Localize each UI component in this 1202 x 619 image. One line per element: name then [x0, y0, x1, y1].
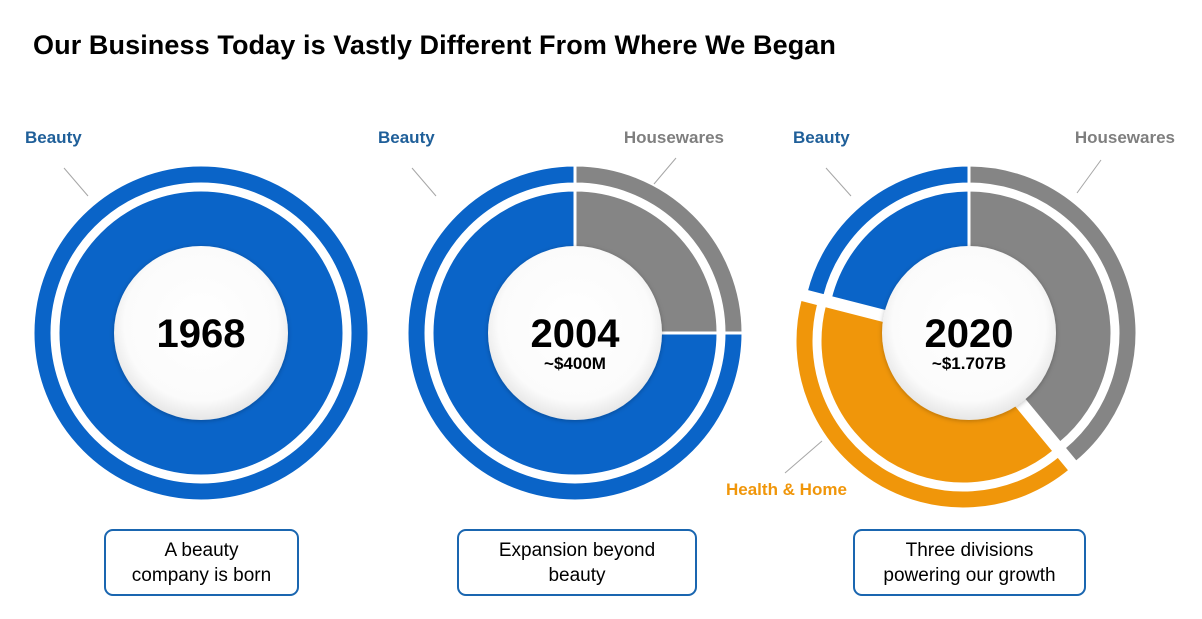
slice-housewares-2004 — [573, 163, 745, 335]
donut-2020: 2020~$1.707B Beauty Housewares Health & Hom… — [726, 128, 1175, 511]
caption-line: A beauty — [164, 539, 239, 561]
slice-health-home-2020 — [793, 297, 1073, 511]
outer-ring-beauty — [405, 163, 745, 503]
category-label-health-home: Health & Home — [726, 480, 847, 499]
year-label: 2004 — [531, 312, 621, 356]
caption-line: powering our growth — [883, 564, 1056, 586]
leader-line — [411, 167, 437, 197]
outer-ring-beauty — [804, 163, 971, 298]
year-label: 2020 — [925, 312, 1014, 356]
caption-1968: A beauty company is born — [104, 529, 299, 596]
caption-2004: Expansion beyond beauty — [457, 529, 697, 596]
outer-ring-housewares — [967, 163, 1139, 465]
category-label-beauty: Beauty — [793, 128, 850, 147]
leader-line — [1076, 159, 1102, 194]
revenue-label: ~$400M — [544, 354, 606, 373]
category-label-housewares: Housewares — [1075, 128, 1175, 147]
caption-line: Three divisions — [905, 539, 1034, 561]
slice-beauty-1968 — [31, 163, 371, 503]
center-hole — [114, 246, 288, 420]
outer-ring-beauty — [31, 163, 371, 503]
outer-ring-health-home — [793, 297, 1073, 511]
leader-line — [63, 167, 89, 197]
caption-line: beauty — [548, 564, 606, 586]
caption-line: company is born — [131, 564, 272, 586]
leader-line — [784, 440, 823, 474]
donut-2004: 2004~$400M Beauty Housewares — [378, 128, 745, 503]
center-hole — [488, 246, 662, 420]
leader-line — [653, 157, 677, 185]
caption-line: Expansion beyond — [498, 539, 656, 561]
leader-line — [825, 167, 852, 197]
page-title: Our Business Today is Vastly Different F… — [33, 30, 836, 60]
revenue-label: ~$1.707B — [932, 354, 1006, 373]
caption-2020: Three divisions powering our growth — [853, 529, 1086, 596]
category-label-housewares: Housewares — [624, 128, 724, 147]
year-label: 1968 — [157, 312, 246, 356]
center-hole — [882, 246, 1056, 420]
donut-1968: 1968 Beauty — [25, 128, 371, 503]
category-label-beauty: Beauty — [378, 128, 435, 147]
category-label-beauty: Beauty — [25, 128, 82, 147]
